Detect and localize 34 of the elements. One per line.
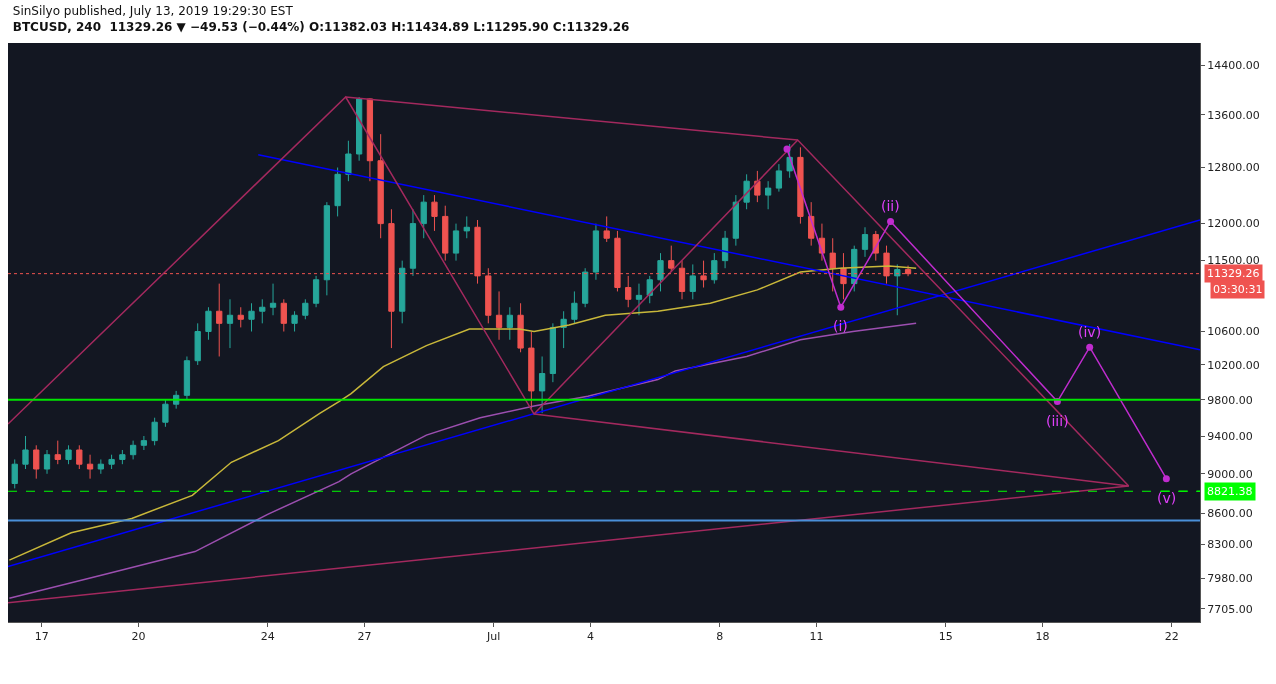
y-tick-label: 13600.00 <box>1207 108 1260 122</box>
x-tick-label: 17 <box>34 630 49 644</box>
y-tick-label: 9000.00 <box>1207 467 1253 481</box>
x-tick-label: 8 <box>716 630 724 644</box>
chart-title: SinSilyo published, July 13, 2019 19:29:30 EST <box>12 4 294 19</box>
y-tick-label: 12800.00 <box>1207 161 1260 175</box>
y-tick-label: 10600.00 <box>1207 325 1260 339</box>
y-tick-label: 9400.00 <box>1207 429 1253 443</box>
x-tick-label: 22 <box>1164 630 1179 644</box>
annotation: (v) <box>1157 490 1177 506</box>
ref-line-label: 11329.26 <box>1207 267 1260 280</box>
chart-subtitle: BTCUSD, 240 11329.26 ▼ −49.53 (−0.44%) O:11382.03 H:11434.89 L:11295.90 C:11329.26 <box>12 19 630 34</box>
x-tick-label: 20 <box>131 630 146 644</box>
x-tick-label: 18 <box>1035 630 1050 644</box>
y-tick-label: 10200.00 <box>1207 358 1260 372</box>
y-tick-label: 8300.00 <box>1207 538 1253 552</box>
ref-line-label: 8821.38 <box>1207 485 1253 498</box>
y-tick-label: 12000.00 <box>1207 217 1260 231</box>
y-tick-label: 9800.00 <box>1207 393 1253 407</box>
y-tick-label: 7705.00 <box>1207 602 1253 616</box>
x-tick-label: 11 <box>809 630 824 644</box>
x-tick-label: 27 <box>357 630 372 644</box>
y-tick-label: 14400.00 <box>1207 58 1260 72</box>
y-tick-label: 7980.00 <box>1207 572 1253 586</box>
text: 03:30:31 <box>1213 283 1263 296</box>
annotation: (iv) <box>1078 324 1102 340</box>
x-tick-label: 24 <box>260 630 275 644</box>
annotation: (iii) <box>1046 413 1069 429</box>
x-tick-label: Jul <box>486 630 501 644</box>
y-tick-label: 11500.00 <box>1207 254 1260 268</box>
x-tick-label: 4 <box>587 630 595 644</box>
annotation: (ii) <box>881 198 900 214</box>
x-tick-label: 15 <box>938 630 953 644</box>
y-tick-label: 8600.00 <box>1207 507 1253 521</box>
